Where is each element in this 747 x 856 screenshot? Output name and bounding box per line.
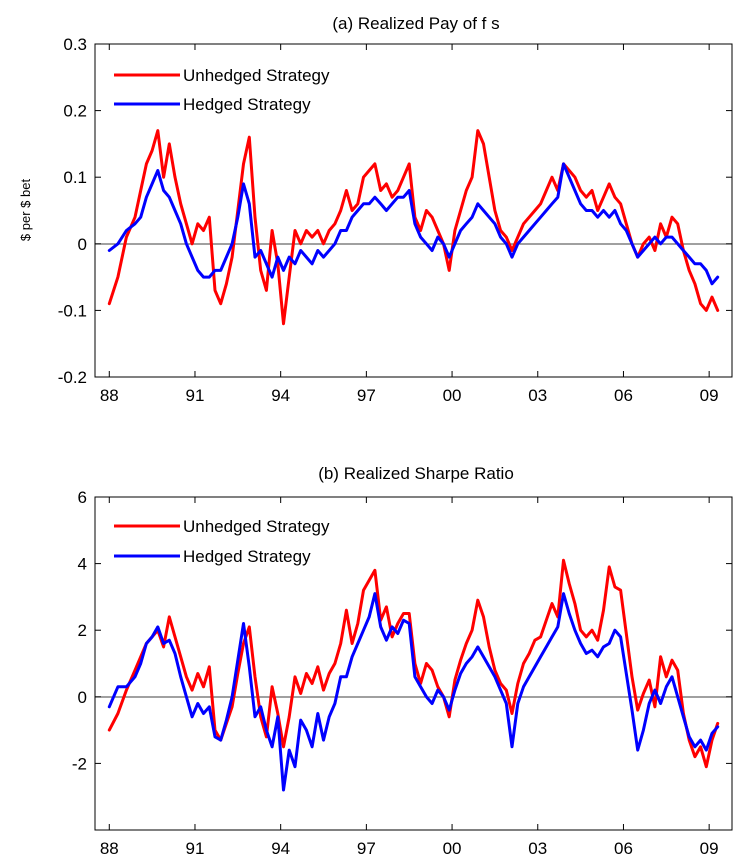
y-tick-label: 0.3 xyxy=(63,35,87,54)
panel-b-y-ticks: -2 0 2 4 6 xyxy=(72,488,732,773)
x-tick-label: 94 xyxy=(271,839,290,856)
panel-b-plot-frame xyxy=(94,496,733,831)
series-line-hedged xyxy=(107,592,720,792)
x-tick-label: 03 xyxy=(528,386,547,405)
y-tick-label: 6 xyxy=(78,488,87,507)
x-tick-label: 97 xyxy=(357,386,376,405)
x-tick-label: 88 xyxy=(100,386,119,405)
y-tick-label: 0.2 xyxy=(63,102,87,121)
series-line-hedged xyxy=(107,162,720,286)
panel-a-y-axis-label: $ per $ bet xyxy=(18,179,33,242)
x-tick-label: 00 xyxy=(443,839,462,856)
y-tick-label: 0 xyxy=(78,235,87,254)
legend-label-hedged: Hedged Strategy xyxy=(183,95,311,114)
x-tick-label: 03 xyxy=(528,839,547,856)
y-tick-label: -0.1 xyxy=(58,301,87,320)
series-line-unhedged xyxy=(107,129,720,326)
x-tick-label: 88 xyxy=(100,839,119,856)
x-tick-label: 97 xyxy=(357,839,376,856)
panel-b-series xyxy=(107,558,720,792)
legend-label-hedged: Hedged Strategy xyxy=(183,547,311,566)
y-tick-label: -2 xyxy=(72,754,87,773)
panel-a-realized-payoffs: (a) Realized Pay of f s $ per $ bet -0.2… xyxy=(18,14,733,405)
y-tick-label: 0.1 xyxy=(63,168,87,187)
x-tick-label: 94 xyxy=(271,386,290,405)
x-tick-label: 06 xyxy=(614,386,633,405)
x-tick-label: 00 xyxy=(443,386,462,405)
y-tick-label: 4 xyxy=(78,555,87,574)
y-tick-label: 0 xyxy=(78,688,87,707)
panel-a-y-ticks: -0.2 -0.1 0 0.1 0.2 0.3 xyxy=(58,35,732,387)
panel-b-title: (b) Realized Sharpe Ratio xyxy=(318,464,514,483)
x-tick-label: 09 xyxy=(700,386,719,405)
panel-b-legend: Unhedged Strategy Hedged Strategy xyxy=(114,517,330,566)
panel-a-series xyxy=(107,129,720,326)
legend-label-unhedged: Unhedged Strategy xyxy=(183,66,330,85)
y-tick-label: -0.2 xyxy=(58,368,87,387)
x-tick-label: 91 xyxy=(186,386,205,405)
x-tick-label: 91 xyxy=(186,839,205,856)
panel-a-plot-frame xyxy=(94,43,733,378)
legend-label-unhedged: Unhedged Strategy xyxy=(183,517,330,536)
panel-b-x-ticks: 88 91 94 97 00 03 06 09 xyxy=(100,497,719,856)
y-tick-label: 2 xyxy=(78,621,87,640)
panel-a-title: (a) Realized Pay of f s xyxy=(332,14,499,33)
x-tick-label: 06 xyxy=(614,839,633,856)
panel-b-realized-sharpe-ratio: (b) Realized Sharpe Ratio -2 0 2 4 6 88 91 94 9… xyxy=(72,464,733,856)
series-line-unhedged xyxy=(107,558,720,769)
panel-a-x-ticks: 88 91 94 97 00 03 06 09 xyxy=(100,44,719,405)
panel-a-legend: Unhedged Strategy Hedged Strategy xyxy=(114,66,330,114)
x-tick-label: 09 xyxy=(700,839,719,856)
